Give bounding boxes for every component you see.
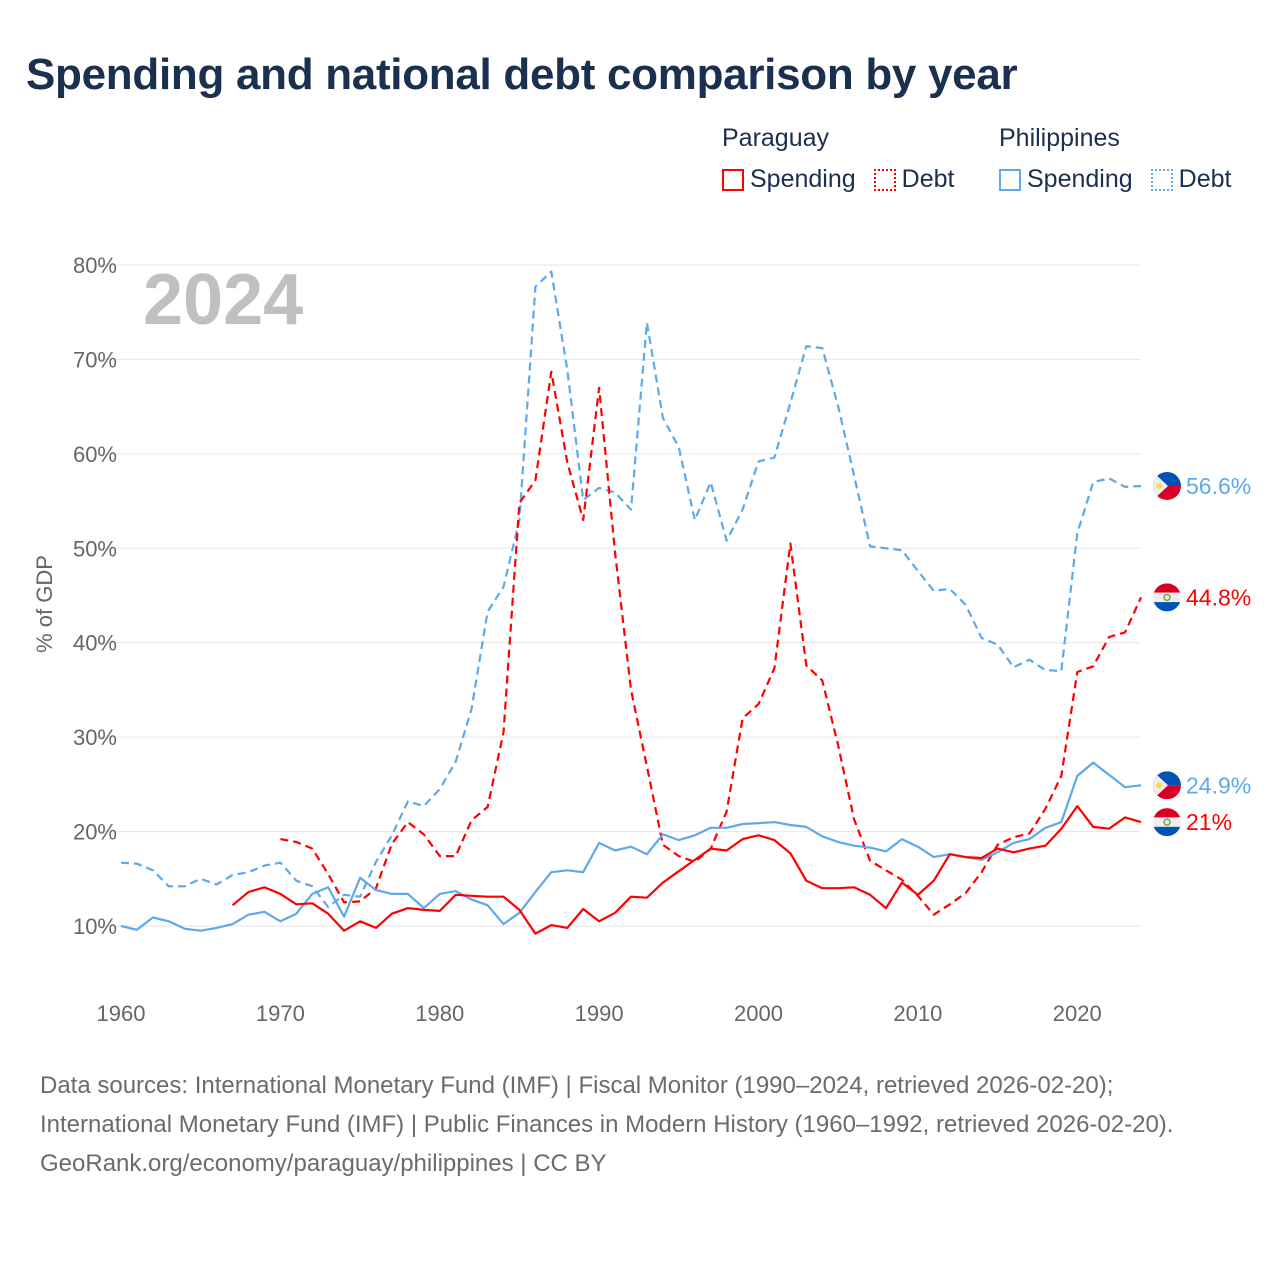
x-tick-label: 1980 (415, 1001, 464, 1026)
legend-label: Debt (901, 165, 955, 193)
legend-philippines-debt[interactable]: Debt (1150, 165, 1232, 194)
legend-philippines-spending[interactable]: Spending (999, 165, 1133, 194)
y-tick-label: 40% (73, 631, 117, 656)
legend-group-label: Paraguay (722, 124, 830, 152)
data-sources: Data sources: International Monetary Fun… (40, 1072, 1174, 1138)
end-value-label: 24.9% (1186, 772, 1251, 798)
series-line-philippines-debt[interactable] (120, 270, 1142, 909)
y-tick-label: 60% (73, 442, 117, 467)
solid-swatch-icon (722, 168, 744, 191)
x-tick-label: 1990 (575, 1001, 624, 1026)
flag-paraguay-icon (1153, 808, 1181, 837)
series-line-philippines-spending[interactable] (120, 761, 1142, 932)
y-tick-label: 70% (73, 347, 117, 372)
line-chart: 10% 20% 30% 40% 50% 60% 70% 80% 1960 1970 1980 1990… (32, 253, 1251, 1026)
footer: Data sources: International Monetary Fun… (40, 1066, 1240, 1183)
y-tick-label: 20% (73, 820, 117, 845)
y-tick-label: 10% (73, 914, 117, 939)
x-tick-label: 2020 (1053, 1001, 1102, 1026)
legend-label: Spending (1027, 165, 1133, 193)
y-tick-label: 80% (73, 253, 117, 278)
year-watermark: 2024 (143, 260, 303, 340)
source-credit-link[interactable]: GeoRank.org/economy/paraguay/philippines… (40, 1150, 607, 1177)
solid-swatch-icon (999, 168, 1021, 191)
x-tick-label: 2000 (734, 1001, 783, 1026)
flag-philippines-icon (1153, 471, 1181, 500)
y-tick-label: 30% (73, 725, 117, 750)
legend-philippines: Philippines Spending Debt (999, 124, 1249, 194)
legend-paraguay: Paraguay Spending Debt (722, 124, 972, 194)
chart-title: Spending and national debt comparison by… (26, 50, 1018, 99)
x-tick-label: 2010 (893, 1001, 942, 1026)
y-tick-label: 50% (73, 536, 117, 561)
end-value-label: 56.6% (1186, 473, 1251, 499)
legend-paraguay-spending[interactable]: Spending (722, 165, 856, 194)
x-tick-label: 1960 (97, 1001, 146, 1026)
dotted-swatch-icon (1150, 168, 1173, 191)
legend-label: Debt (1178, 165, 1232, 193)
dotted-swatch-icon (873, 168, 896, 191)
legend-group-label: Philippines (999, 124, 1120, 152)
end-value-label: 44.8% (1186, 584, 1251, 610)
legend-label: Spending (750, 165, 856, 193)
end-value-label: 21% (1186, 809, 1232, 835)
legend-paraguay-debt[interactable]: Debt (873, 165, 955, 194)
flag-paraguay-icon (1153, 583, 1181, 612)
x-tick-label: 1970 (256, 1001, 305, 1026)
flag-philippines-icon (1153, 771, 1181, 800)
y-axis-label: % of GDP (32, 555, 57, 653)
series-line-paraguay-spending[interactable] (231, 804, 1142, 935)
